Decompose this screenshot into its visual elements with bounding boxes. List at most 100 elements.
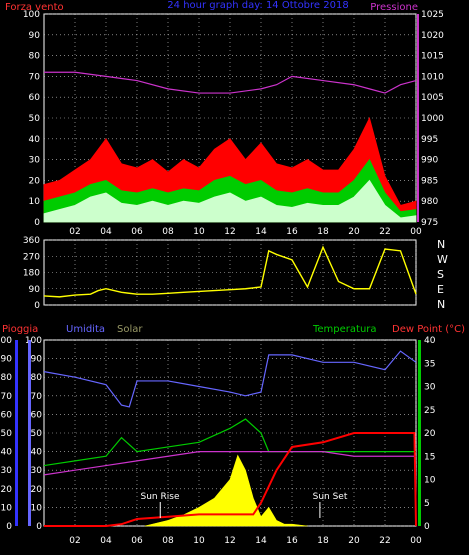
x-tick-label: 20 [348, 536, 360, 546]
humidity-tick-label: 0 [36, 522, 42, 532]
pressure-tick-label: 1005 [421, 93, 444, 103]
wind-tick-label: 80 [29, 52, 41, 62]
temperature-tick-label: 20 [424, 429, 436, 439]
x-tick-label: 18 [317, 536, 329, 546]
chart-title: 24 hour graph day: 14 Ottobre 2018 [167, 0, 348, 11]
wind-panel-grid [44, 13, 417, 223]
wind-tick-label: 10 [29, 197, 41, 207]
humidity-tick-label: 90 [31, 355, 43, 365]
wind-tick-label: 20 [29, 176, 41, 186]
humidity-axis-ticks: 0 10 20 30 40 50 60 70 80 90 100 [25, 336, 42, 532]
rain-axis-bar [15, 340, 18, 526]
humidity-tick-label: 70 [31, 392, 43, 402]
x-tick-label: 06 [131, 536, 143, 546]
direction-series [43, 245, 417, 298]
direction-tick-label: 270 [23, 252, 40, 262]
humidity-label: Umidita [66, 324, 105, 335]
humidity-tick-label: 100 [25, 336, 42, 346]
humidity-tick-label: 50 [31, 429, 43, 439]
temperature-tick-label: 35 [424, 359, 435, 369]
rain-tick-label: 70 [1, 392, 13, 402]
x-tick-label: 06 [131, 227, 143, 237]
compass-letter: N [437, 298, 445, 311]
compass-letter: E [437, 283, 444, 296]
rain-tick-label: 90 [1, 355, 13, 365]
rain-humidity-temp-series [43, 350, 417, 527]
temperature-tick-label: 40 [424, 336, 436, 346]
pressure-tick-label: 990 [421, 156, 438, 166]
direction-axis-ticks: 0 90 180 270 360 [23, 236, 40, 311]
wind-pressure-series [43, 71, 417, 223]
direction-tick-label: 0 [34, 301, 40, 311]
pressure-axis-ticks: 975 980 985 990 995 1000 1005 1010 1015 1020 1025 [417, 10, 444, 228]
wind-tick-label: 90 [29, 31, 41, 41]
temperature-axis-ticks: 0 5 10 15 20 25 30 35 40 [424, 336, 436, 532]
hum-line [43, 350, 417, 408]
x-tick-label: 14 [255, 536, 267, 546]
x-tick-label: 08 [162, 536, 174, 546]
direction-line [43, 245, 417, 298]
x-tick-label: 12 [224, 536, 235, 546]
pressure-tick-label: 1010 [421, 72, 444, 82]
pressure-tick-label: 1025 [421, 10, 444, 20]
pressure-tick-label: 1015 [421, 52, 444, 62]
x-tick-label: 10 [193, 227, 205, 237]
compass-letter: S [437, 268, 444, 281]
dew-line [43, 451, 416, 476]
rain-tick-label: 0 [6, 522, 12, 532]
temperature-tick-label: 30 [424, 383, 436, 393]
rain-tick-label: 80 [1, 373, 13, 383]
dew-point-label: Dew Point (°C) [392, 324, 465, 335]
humidity-tick-label: 40 [31, 448, 43, 458]
x-tick-label: 18 [317, 227, 329, 237]
compass-letter: W [437, 253, 448, 266]
wind-panel-x-ticks: 02 04 06 08 10 12 14 16 18 20 22 00 [69, 227, 422, 237]
x-tick-label: 20 [348, 227, 360, 237]
humidity-tick-label: 20 [31, 485, 43, 495]
x-tick-label: 22 [379, 536, 390, 546]
wind-tick-label: 70 [29, 72, 41, 82]
wind-force-label: Forza vento [5, 2, 64, 13]
sunrise-label: Sun Rise [141, 492, 180, 502]
wind-tick-label: 0 [34, 218, 40, 228]
pressure-label: Pressione [370, 2, 418, 13]
rain-tick-label: 30 [1, 466, 13, 476]
pressure-tick-label: 975 [421, 218, 438, 228]
x-tick-label: 04 [100, 227, 112, 237]
wind-tick-label: 50 [29, 114, 41, 124]
x-tick-label: 22 [379, 227, 390, 237]
rain-tick-label: 20 [1, 485, 13, 495]
wind-tick-label: 100 [23, 10, 40, 20]
rain-axis-ticks: 0 10 20 30 40 50 60 70 80 90 100 [0, 336, 12, 532]
direction-panel-grid [44, 239, 417, 306]
temp-line [43, 418, 416, 467]
x-tick-label: 16 [286, 227, 298, 237]
pressure-tick-label: 1020 [421, 31, 444, 41]
solar-label: Solar [117, 324, 143, 335]
temperature-axis-bar [418, 340, 421, 526]
direction-tick-label: 90 [29, 285, 41, 295]
x-tick-label: 02 [69, 227, 80, 237]
temperature-tick-label: 10 [424, 476, 436, 486]
pressure-tick-label: 1000 [421, 114, 444, 124]
sunset-label: Sun Set [313, 492, 348, 502]
wind-tick-label: 30 [29, 156, 41, 166]
rain-tick-label: 100 [0, 336, 12, 346]
humidity-axis-bar [28, 340, 31, 526]
temperature-tick-label: 0 [424, 522, 430, 532]
humidity-tick-label: 30 [31, 466, 43, 476]
temperature-label: Temperatura [312, 324, 377, 335]
rain-tick-label: 60 [1, 410, 13, 420]
pressure-tick-label: 995 [421, 135, 438, 145]
solar-area [144, 454, 308, 527]
rain-tick-label: 40 [1, 448, 13, 458]
x-tick-label: 16 [286, 536, 298, 546]
direction-tick-label: 360 [23, 236, 40, 246]
x-tick-label: 02 [69, 536, 80, 546]
bottom-panel-x-ticks: 02 04 06 08 10 12 14 16 18 20 22 00 [69, 536, 422, 546]
x-tick-label: 12 [224, 227, 235, 237]
